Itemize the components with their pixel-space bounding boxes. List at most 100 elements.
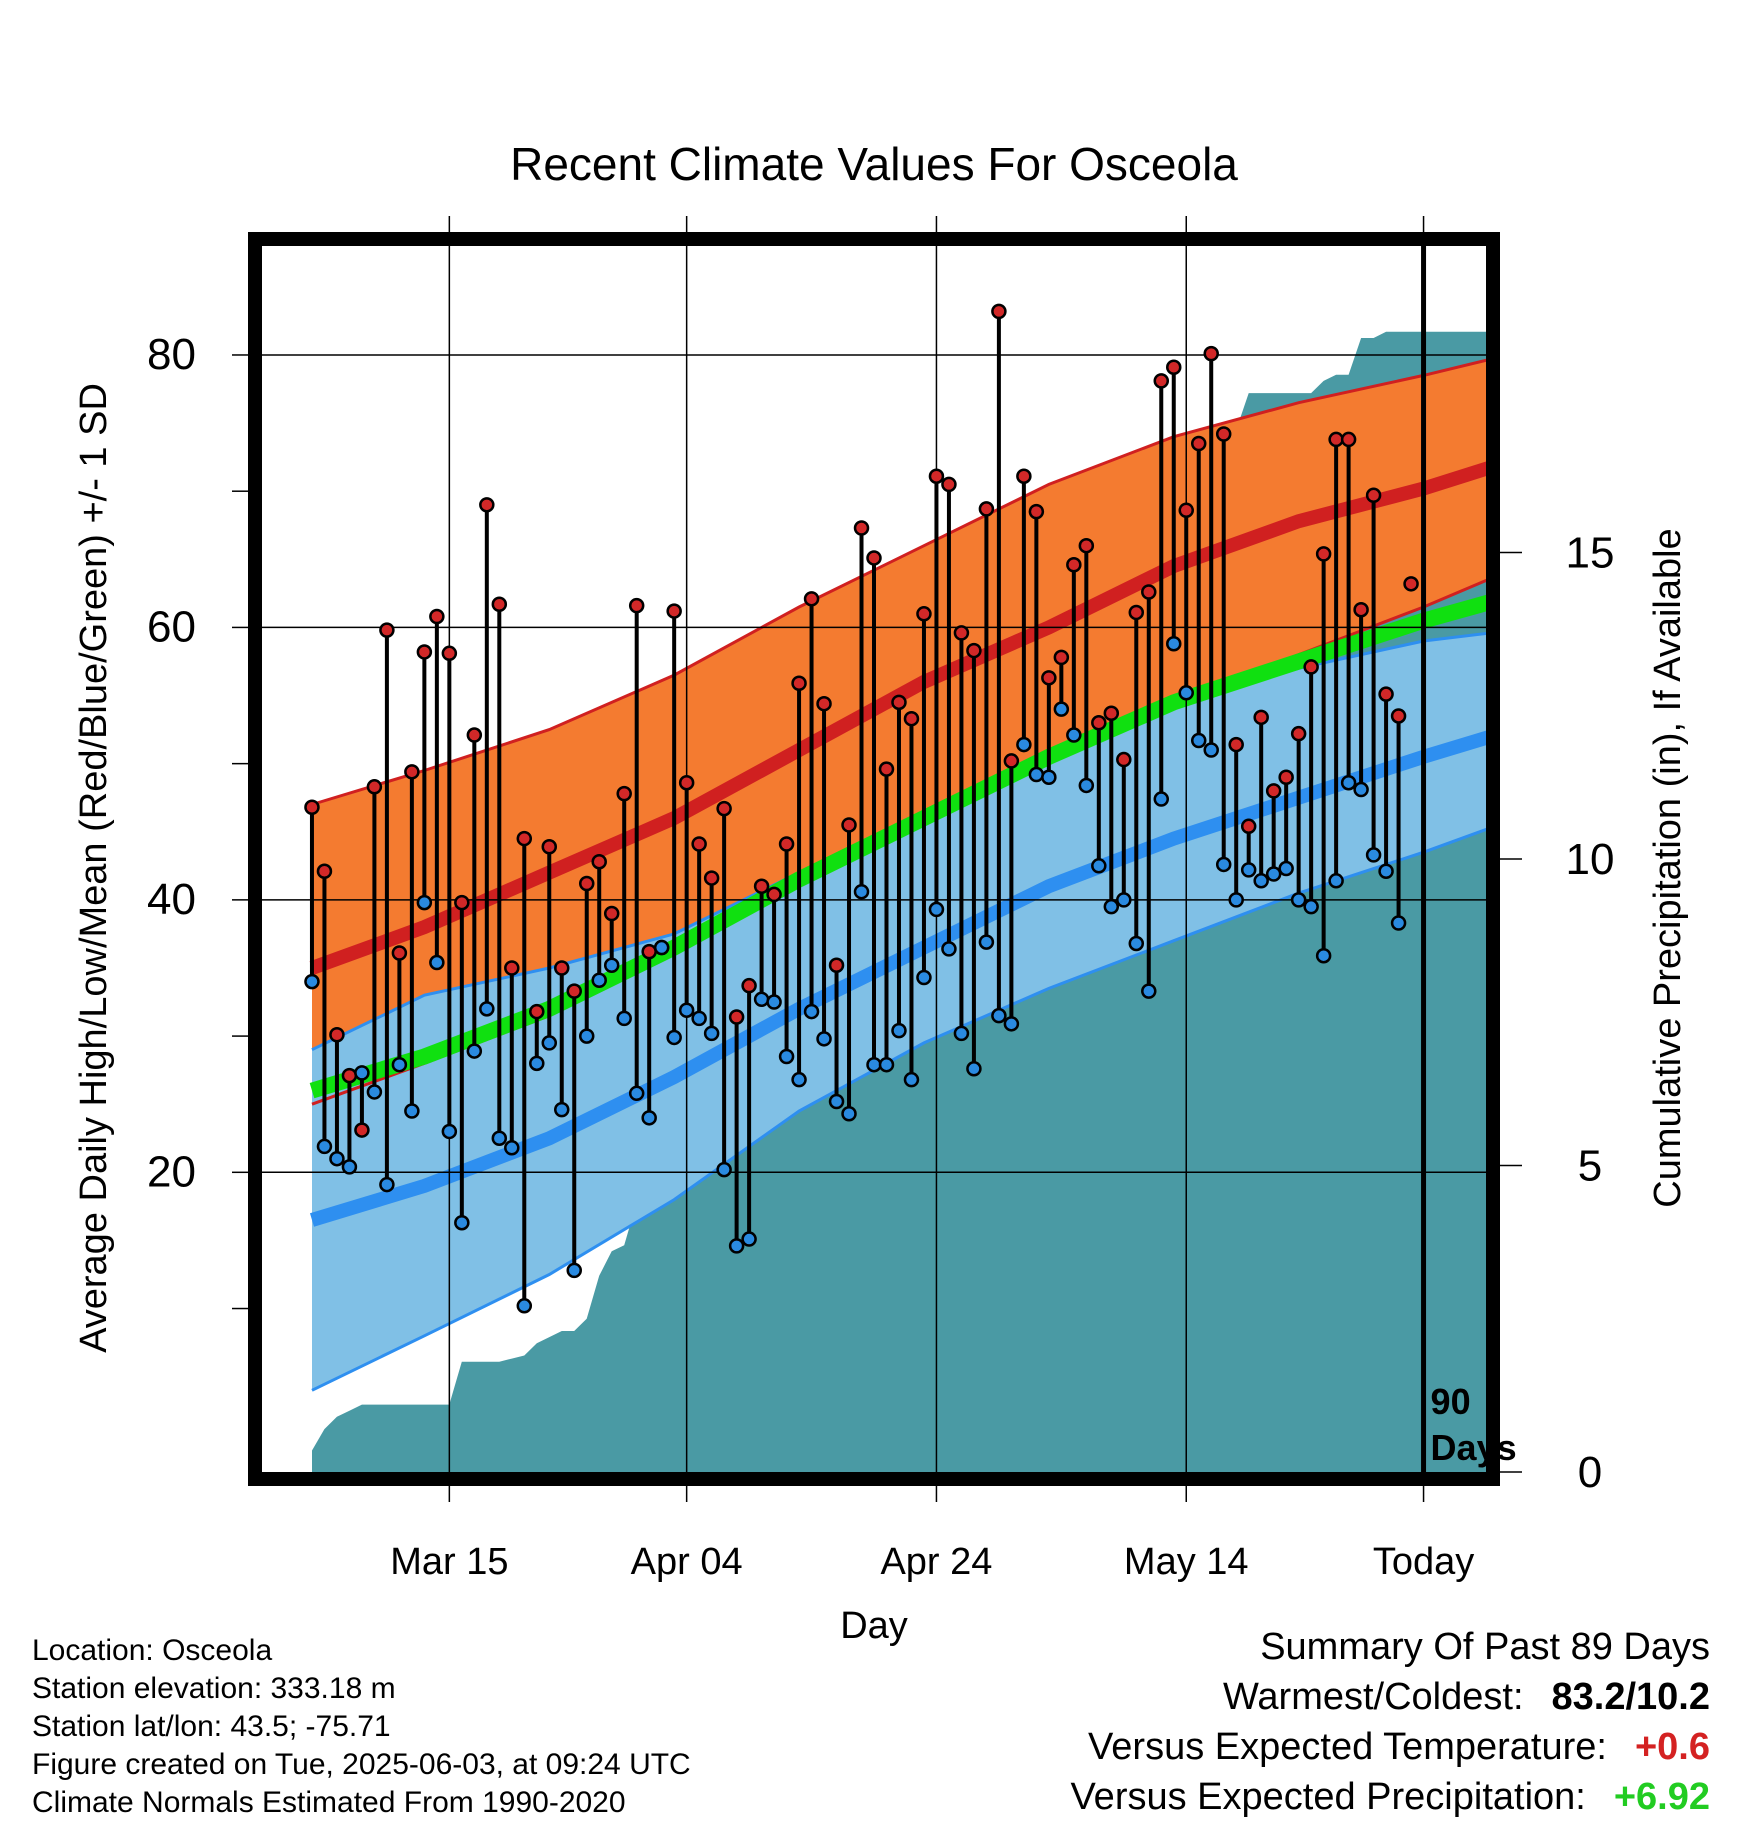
observed-high-point bbox=[554, 960, 570, 976]
station-info: Location: Osceola Station elevation: 333… bbox=[32, 1632, 691, 1822]
high-upper-edge bbox=[311, 358, 1486, 806]
observed-low-point bbox=[454, 1214, 470, 1231]
y2-tick-label: 5 bbox=[1578, 1142, 1602, 1191]
observed-low-point bbox=[666, 1029, 682, 1046]
observed-high-point bbox=[341, 1067, 358, 1084]
y-tick-label: 60 bbox=[147, 602, 196, 651]
observed-low-point bbox=[753, 991, 770, 1008]
observed-low-point bbox=[1378, 863, 1394, 880]
observed-low-point bbox=[1116, 892, 1132, 908]
observed-low-point bbox=[554, 1101, 570, 1118]
observed-low-point bbox=[941, 941, 957, 957]
observed-low-point bbox=[741, 1231, 757, 1247]
observed-high-point bbox=[541, 838, 558, 855]
observed-high-point bbox=[1215, 426, 1232, 442]
observed-high-point bbox=[504, 960, 520, 976]
observed-high-point bbox=[1353, 601, 1369, 618]
observed-high-point bbox=[778, 836, 795, 852]
observed-low-point bbox=[966, 1061, 982, 1077]
observed-low-point bbox=[516, 1298, 533, 1314]
observed-high-point bbox=[1290, 725, 1307, 742]
observed-low-point bbox=[504, 1140, 520, 1156]
normals-text: Climate Normals Estimated From 1990-2020 bbox=[32, 1786, 626, 1819]
observed-low-point bbox=[578, 1028, 595, 1044]
summary-warm-cold: Warmest/Coldest: 83.2/10.2 bbox=[1070, 1672, 1710, 1722]
observed-low-point bbox=[616, 1010, 632, 1027]
observed-high-point bbox=[479, 497, 495, 513]
observed-low-point bbox=[603, 957, 620, 974]
observed-low-point bbox=[816, 1031, 832, 1047]
observed-low-point bbox=[1290, 892, 1307, 908]
observed-high-point bbox=[941, 476, 957, 493]
observed-high-point bbox=[1128, 604, 1145, 621]
observed-low-point bbox=[1103, 898, 1120, 915]
observed-low-point bbox=[866, 1056, 882, 1073]
observed-low-point bbox=[566, 1262, 582, 1279]
observed-low-point bbox=[1315, 947, 1332, 964]
y2-axis-label: Cumulative Precipitation (in), If Availa… bbox=[1647, 528, 1689, 1207]
observed-high-point bbox=[1315, 546, 1332, 562]
observed-low-point bbox=[791, 1071, 807, 1088]
days-label-line2: Days bbox=[1431, 1427, 1517, 1468]
observed-high-point bbox=[304, 799, 320, 815]
observed-low-point bbox=[641, 1110, 657, 1126]
observed-low-point bbox=[1041, 769, 1057, 786]
observed-high-point bbox=[404, 764, 420, 780]
observed-low-point bbox=[691, 1010, 707, 1027]
x-tick-label: Mar 15 bbox=[390, 1541, 508, 1583]
observed-high-point bbox=[1328, 431, 1344, 448]
latlon-text: Station lat/lon: 43.5; -75.71 bbox=[32, 1710, 391, 1743]
observed-high-point bbox=[1265, 783, 1282, 799]
observed-low-point bbox=[878, 1056, 895, 1073]
y-tick-label: 80 bbox=[147, 330, 196, 379]
observed-low-point bbox=[1016, 736, 1032, 753]
observed-low-point bbox=[653, 939, 670, 956]
y-tick-label: 20 bbox=[147, 1147, 196, 1196]
observed-high-point bbox=[641, 943, 657, 960]
observed-low-point bbox=[529, 1055, 545, 1072]
observed-low-point bbox=[1178, 685, 1194, 701]
observed-low-point bbox=[1153, 791, 1170, 807]
observed-high-point bbox=[329, 1026, 345, 1043]
observed-low-point bbox=[1166, 636, 1182, 652]
observed-low-point bbox=[1091, 858, 1107, 874]
observed-low-point bbox=[341, 1159, 358, 1175]
observed-high-point bbox=[529, 1003, 545, 1020]
observed-low-point bbox=[1303, 898, 1319, 915]
observed-low-point bbox=[1203, 742, 1219, 758]
observed-high-point bbox=[891, 694, 907, 711]
observed-low-point bbox=[1215, 856, 1232, 873]
observed-high-point bbox=[1028, 503, 1045, 520]
observed-high-point bbox=[1016, 468, 1032, 484]
observed-high-point bbox=[841, 817, 857, 833]
plot-frame bbox=[248, 232, 1500, 1486]
observed-high-point bbox=[1340, 431, 1357, 448]
observed-high-point bbox=[903, 710, 920, 727]
observed-high-point bbox=[1153, 373, 1170, 389]
observed-low-point bbox=[953, 1025, 970, 1042]
observed-high-point bbox=[1053, 649, 1070, 666]
observed-high-point bbox=[454, 894, 470, 911]
observed-low-point bbox=[1265, 866, 1282, 882]
observed-low-point bbox=[366, 1084, 383, 1100]
observed-high-point bbox=[516, 830, 533, 847]
observed-low-point bbox=[828, 1093, 845, 1110]
observed-high-point bbox=[1240, 818, 1257, 835]
observed-high-point bbox=[441, 645, 458, 662]
y2-tick-label: 0 bbox=[1578, 1448, 1602, 1497]
observed-low-point bbox=[1278, 860, 1294, 877]
observed-high-point bbox=[566, 983, 582, 999]
observed-low-point bbox=[1328, 873, 1344, 889]
observed-high-point bbox=[741, 977, 757, 994]
observed-low-point bbox=[978, 934, 995, 950]
observed-low-point bbox=[1003, 1016, 1020, 1032]
observed-low-point bbox=[1228, 892, 1244, 908]
warm-cold-value: 83.2/10.2 bbox=[1551, 1676, 1710, 1718]
observed-high-point bbox=[466, 727, 483, 743]
observed-high-point bbox=[978, 501, 995, 517]
observed-low-point bbox=[703, 1025, 720, 1042]
observed-high-point bbox=[866, 550, 882, 566]
observed-low-point bbox=[329, 1150, 345, 1167]
observed-low-point bbox=[628, 1085, 645, 1102]
axes: Mar 15 Apr 04 Apr 24 May 14 Today 20 40 60 80 0 5 1… bbox=[147, 216, 1614, 1583]
